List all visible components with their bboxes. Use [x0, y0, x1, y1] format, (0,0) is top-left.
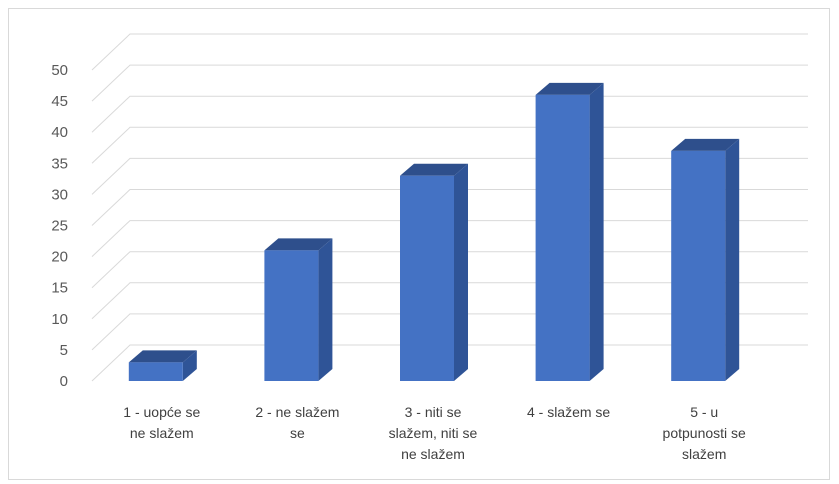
x-axis-labels: 1 - uopće se ne slažem 2 - ne slažem se 3 - …: [123, 404, 746, 462]
gridline: [91, 95, 808, 133]
bar: [400, 163, 468, 381]
bar-top: [264, 238, 333, 251]
x-tick-label: 1 - uopće se: [123, 404, 200, 420]
x-tick-label: se: [290, 425, 305, 441]
gridline: [91, 33, 808, 71]
y-axis-ticks: 0 5 10 15 20 25 30 35 40 45 50: [51, 62, 68, 390]
bar-front: [264, 250, 319, 381]
bar: [535, 82, 604, 381]
y-tick-label: 25: [51, 218, 68, 235]
bar-side: [589, 82, 604, 381]
y-tick-label: 30: [51, 186, 68, 203]
bar: [128, 350, 197, 381]
gridline: [91, 64, 808, 102]
x-tick-label: 4 - slažem se: [527, 404, 610, 420]
x-tick-label: potpunosti se: [663, 425, 746, 441]
bar: [671, 138, 740, 381]
bars: [128, 82, 740, 381]
bar-top: [128, 350, 197, 363]
bar-side: [182, 350, 197, 381]
x-tick-label: ne slažem: [401, 446, 465, 462]
y-tick-label: 45: [51, 93, 68, 110]
bar-top: [671, 138, 740, 151]
y-tick-label: 0: [60, 373, 68, 390]
x-tick-label: 3 - niti se: [405, 404, 462, 420]
bar-side: [725, 138, 740, 381]
y-tick-label: 10: [51, 311, 68, 328]
bar-top: [535, 82, 604, 95]
bar-side: [454, 163, 468, 381]
y-tick-label: 5: [60, 342, 68, 359]
x-tick-label: slažem: [682, 446, 726, 462]
bar: [264, 238, 333, 381]
y-tick-label: 35: [51, 155, 68, 172]
x-tick-label: 5 - u: [690, 404, 718, 420]
bar-top: [400, 163, 468, 176]
x-tick-label: ne slažem: [130, 425, 194, 441]
y-tick-label: 40: [51, 124, 68, 141]
bar-front: [400, 175, 454, 381]
bar-side: [318, 238, 333, 381]
x-tick-label: slažem, niti se: [389, 425, 478, 441]
y-tick-label: 20: [51, 249, 68, 266]
bar-front: [535, 94, 590, 381]
x-tick-label: 2 - ne slažem: [255, 404, 339, 420]
y-tick-label: 15: [51, 280, 68, 297]
bar-front: [671, 150, 726, 381]
bar-front: [128, 362, 183, 381]
y-tick-label: 50: [51, 62, 68, 79]
